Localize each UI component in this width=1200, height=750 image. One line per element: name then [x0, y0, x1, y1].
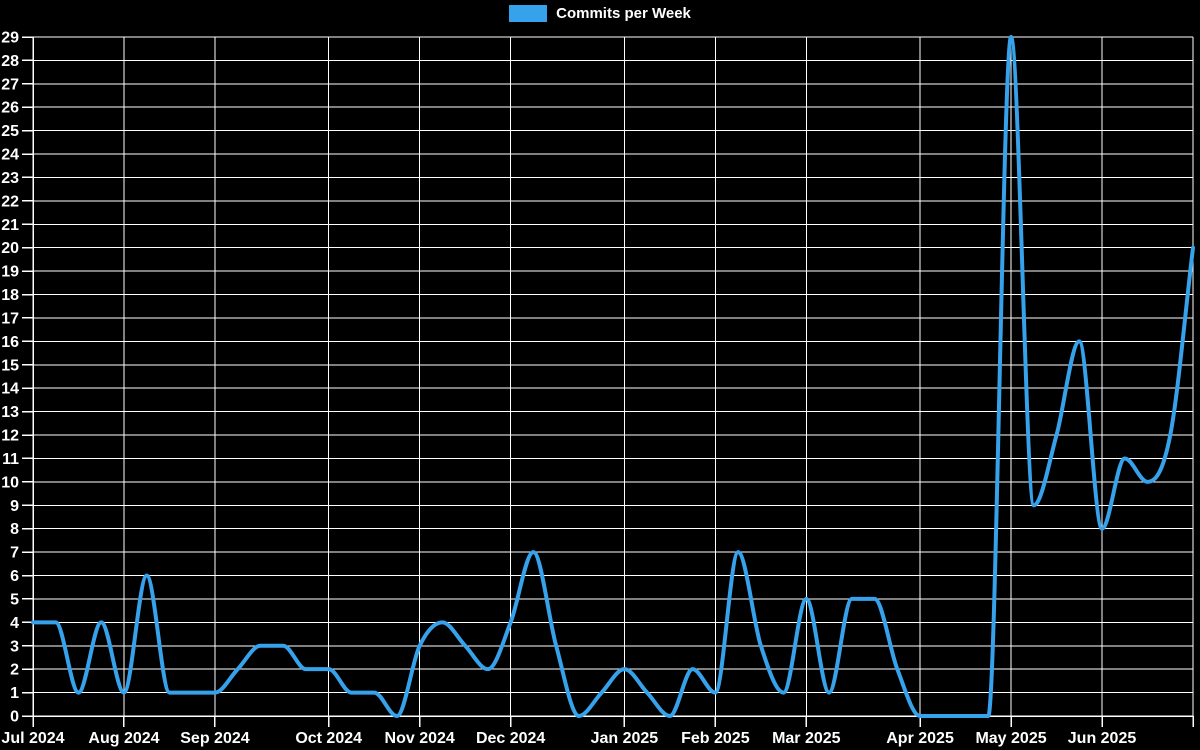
- y-tick-label: 22: [1, 193, 19, 210]
- axes: [22, 36, 1194, 727]
- y-tick-label: 28: [1, 53, 19, 70]
- legend-swatch[interactable]: [509, 5, 548, 22]
- y-tick-label: 9: [10, 498, 19, 515]
- y-tick-label: 18: [1, 287, 19, 304]
- y-tick-label: 20: [1, 240, 19, 257]
- y-tick-label: 27: [1, 76, 19, 93]
- y-tick-label: 26: [1, 100, 19, 117]
- chart-legend[interactable]: Commits per Week: [0, 5, 1200, 22]
- commits-line-series: [31, 35, 1195, 718]
- y-tick-label: 10: [1, 474, 19, 491]
- y-tick-label: 2: [10, 662, 19, 679]
- y-tick-label: 0: [10, 709, 19, 726]
- x-tick-label: Jan 2025: [591, 730, 659, 747]
- x-tick-label: Mar 2025: [772, 730, 841, 747]
- x-tick-label: May 2025: [975, 730, 1046, 747]
- x-axis-tick-labels: Jul 2024 Aug 2024 Sep 2024 Oct 2024 Nov 2024…: [1, 730, 1136, 747]
- y-tick-label: 7: [10, 545, 19, 562]
- x-tick-label: Oct 2024: [295, 730, 362, 747]
- y-tick-label: 15: [1, 357, 19, 374]
- x-tick-label: Aug 2024: [88, 730, 159, 747]
- y-tick-label: 25: [1, 123, 19, 140]
- x-tick-label: Feb 2025: [681, 730, 750, 747]
- x-tick-label: Jun 2025: [1068, 730, 1137, 747]
- legend-label: Commits per Week: [556, 5, 691, 22]
- x-tick-label: Sep 2024: [180, 730, 249, 747]
- y-tick-label: 23: [1, 170, 19, 187]
- y-tick-label: 16: [1, 334, 19, 351]
- x-tick-label: Dec 2024: [476, 730, 545, 747]
- y-tick-label: 11: [2, 451, 19, 468]
- y-tick-label: 5: [10, 591, 19, 608]
- y-tick-label: 21: [1, 217, 19, 234]
- y-tick-label: 8: [10, 521, 19, 538]
- x-tick-label: Jul 2024: [1, 730, 64, 747]
- y-tick-label: 19: [1, 264, 19, 281]
- y-tick-label: 12: [1, 428, 19, 445]
- x-tick-label: Apr 2025: [886, 730, 954, 747]
- x-tick-label: Nov 2024: [385, 730, 455, 747]
- y-tick-label: 29: [1, 30, 19, 47]
- y-tick-label: 4: [10, 615, 19, 632]
- y-tick-label: 14: [1, 381, 19, 398]
- y-tick-label: 3: [10, 638, 19, 655]
- y-axis-tick-labels: 0123456789101112131415161718192021222324…: [1, 30, 19, 726]
- y-tick-label: 13: [1, 404, 19, 421]
- y-tick-label: 17: [1, 310, 19, 327]
- y-tick-label: 6: [10, 568, 19, 585]
- y-tick-label: 24: [1, 147, 19, 164]
- y-tick-label: 1: [10, 685, 19, 702]
